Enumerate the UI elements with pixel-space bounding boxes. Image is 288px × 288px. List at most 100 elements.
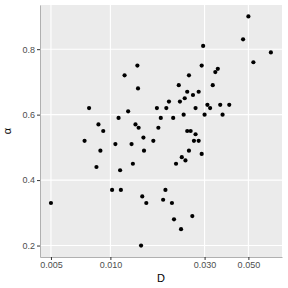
tick-label: 0.030	[194, 260, 217, 270]
point	[116, 116, 120, 120]
panel-background	[40, 5, 282, 257]
tick-label: 0.050	[238, 260, 261, 270]
point	[113, 142, 117, 146]
tick: 0.005	[40, 257, 63, 270]
point	[119, 188, 123, 192]
point	[133, 122, 137, 126]
tick: 0.8	[22, 45, 40, 55]
point	[174, 162, 178, 166]
axis-line	[40, 6, 41, 258]
point	[87, 106, 91, 110]
grid-line-x	[204, 5, 205, 257]
grid	[40, 5, 282, 257]
point	[200, 152, 204, 156]
point	[269, 50, 273, 54]
point	[144, 201, 148, 205]
point	[180, 155, 184, 159]
point	[251, 60, 255, 64]
grid-line-y	[40, 180, 282, 181]
point	[82, 139, 86, 143]
point	[172, 217, 176, 221]
tick-label: 0.8	[22, 45, 35, 55]
point	[193, 106, 197, 110]
tick-label: 0.4	[22, 175, 35, 185]
point	[197, 90, 201, 94]
tick-mark	[37, 180, 40, 181]
point	[220, 113, 224, 117]
point	[139, 243, 143, 247]
tick: 0.050	[238, 257, 261, 270]
point	[131, 162, 135, 166]
point	[197, 139, 201, 143]
point	[122, 73, 126, 77]
point	[140, 194, 144, 198]
point	[170, 201, 174, 205]
point	[201, 44, 205, 48]
point	[101, 129, 105, 133]
point	[183, 96, 187, 100]
tick: 0.4	[22, 175, 40, 185]
tick-label: 0.005	[40, 260, 63, 270]
point	[211, 83, 215, 87]
point	[205, 103, 209, 107]
point	[171, 116, 175, 120]
grid-line-x	[50, 5, 51, 257]
point	[163, 188, 167, 192]
point	[178, 99, 182, 103]
point	[159, 116, 163, 120]
grid-line-y	[40, 245, 282, 246]
point	[193, 132, 197, 136]
tick-mark	[37, 115, 40, 116]
point	[49, 201, 53, 205]
point	[182, 113, 186, 117]
point	[98, 149, 102, 153]
point	[191, 93, 195, 97]
grid-line-x	[248, 5, 249, 257]
tick-label: 0.6	[22, 110, 35, 120]
x-axis-title: D	[157, 272, 165, 284]
point	[96, 122, 100, 126]
grid-line-y	[40, 49, 282, 50]
tick-label: 0.2	[22, 241, 35, 251]
point	[126, 109, 130, 113]
tick: 0.6	[22, 110, 40, 120]
tick: 0.010	[100, 257, 123, 270]
grid-line-x	[110, 5, 111, 257]
y-axis: 0.2 0.4 0.6 0.8	[22, 6, 40, 258]
point	[227, 103, 231, 107]
point	[246, 14, 250, 18]
point	[241, 37, 245, 41]
point	[202, 113, 206, 117]
point	[187, 73, 191, 77]
point	[167, 99, 171, 103]
point	[192, 139, 196, 143]
point	[137, 126, 141, 130]
tick-label: 0.010	[100, 260, 123, 270]
y-axis-title: α	[1, 127, 13, 134]
point	[118, 168, 122, 172]
point	[164, 106, 168, 110]
point	[183, 158, 187, 162]
point	[200, 63, 204, 67]
point	[218, 103, 222, 107]
point	[135, 63, 139, 67]
point	[190, 214, 194, 218]
tick: 0.030	[194, 257, 217, 270]
point	[208, 106, 212, 110]
point	[94, 165, 98, 169]
x-axis: 0.005 0.010 0.030 0.050	[40, 257, 282, 270]
point	[185, 90, 189, 94]
tick: 0.2	[22, 241, 40, 251]
points	[49, 14, 273, 247]
point	[136, 86, 140, 90]
point	[216, 67, 220, 71]
point	[179, 227, 183, 231]
point	[129, 142, 133, 146]
point	[156, 126, 160, 130]
point	[189, 129, 193, 133]
grid-line-y	[40, 114, 282, 115]
point	[161, 198, 165, 202]
point	[177, 83, 181, 87]
point	[110, 188, 114, 192]
point	[142, 149, 146, 153]
